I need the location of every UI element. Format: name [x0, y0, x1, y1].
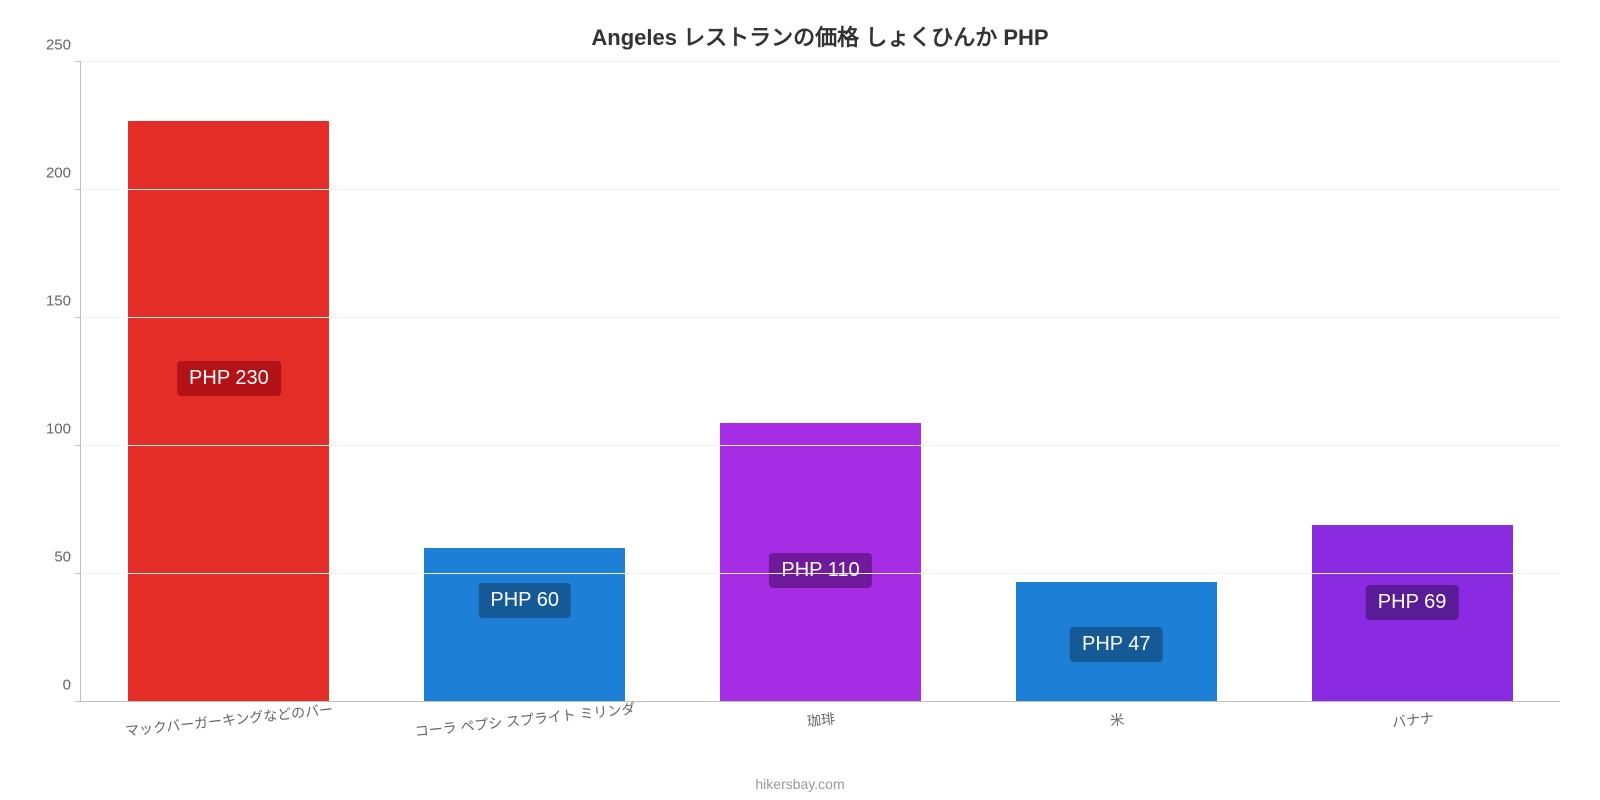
y-tick-label: 150 — [46, 293, 81, 310]
bar-data-label: PHP 230 — [177, 361, 281, 396]
chart-title: Angeles レストランの価格 しょくひんか PHP — [80, 20, 1560, 52]
gridline — [81, 445, 1560, 446]
x-axis-label: バナナ — [1391, 708, 1435, 732]
y-tick-label: 100 — [46, 421, 81, 438]
bar-data-label: PHP 60 — [478, 583, 571, 618]
bar: PHP 110 — [720, 423, 921, 702]
x-axis-label: コーラ ペプシ スプライト ミリンダ — [414, 698, 637, 741]
x-axis-label: 珈琲 — [806, 709, 836, 732]
y-tick-label: 0 — [63, 677, 81, 694]
bar-data-label: PHP 69 — [1366, 585, 1459, 620]
y-tick-mark — [75, 445, 81, 446]
bar: PHP 230 — [128, 121, 329, 702]
y-tick-label: 50 — [54, 549, 81, 566]
bar: PHP 47 — [1016, 582, 1217, 702]
y-tick-mark — [75, 573, 81, 574]
gridline — [81, 61, 1560, 62]
x-axis-label: マックバーガーキングなどのバー — [124, 699, 334, 741]
price-bar-chart: Angeles レストランの価格 しょくひんか PHP PHP 230 PHP 6… — [0, 0, 1600, 800]
bar-slot: PHP 47 — [968, 62, 1264, 702]
bar-data-label: PHP 110 — [769, 553, 871, 588]
gridline — [81, 317, 1560, 318]
bar: PHP 69 — [1312, 525, 1513, 702]
bar-slot: PHP 60 — [377, 62, 673, 702]
y-tick-mark — [75, 317, 81, 318]
bar-slot: PHP 110 — [673, 62, 969, 702]
y-tick-label: 200 — [46, 165, 81, 182]
bar-slot: PHP 69 — [1264, 62, 1560, 702]
y-tick-mark — [75, 189, 81, 190]
y-tick-mark — [75, 61, 81, 62]
bar-data-label: PHP 47 — [1070, 627, 1163, 662]
plot-area: PHP 230PHP 60PHP 110PHP 47PHP 69 0501001… — [80, 62, 1560, 702]
y-tick-mark — [75, 701, 81, 702]
bar-slot: PHP 230 — [81, 62, 377, 702]
gridline — [81, 189, 1560, 190]
attribution-text: hikersbay.com — [0, 776, 1600, 792]
y-tick-label: 250 — [46, 37, 81, 54]
bar: PHP 60 — [424, 548, 625, 702]
x-axis-label: 米 — [1109, 709, 1125, 730]
bars-group: PHP 230 PHP 60 PHP 110 PHP 47 PHP 69 — [81, 62, 1560, 702]
gridline — [81, 573, 1560, 574]
